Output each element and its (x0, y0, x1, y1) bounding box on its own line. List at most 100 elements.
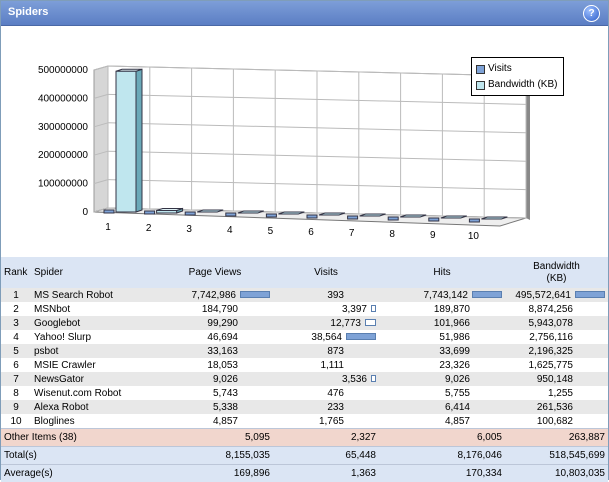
cell-bandwidth: 950,148 (505, 372, 608, 386)
cell-spider: Yahoo! Slurp (31, 330, 157, 344)
cell-spider: Bloglines (31, 414, 157, 429)
total-bandwidth: 518,545,699 (505, 447, 608, 465)
visits-value: 3,397 (342, 304, 367, 315)
cell-rank: 6 (1, 358, 31, 372)
rank-value: 10 (10, 416, 21, 427)
col-hits[interactable]: Hits (379, 257, 505, 288)
cell-rank: 5 (1, 344, 31, 358)
cell-page-views: 4,857 (157, 414, 273, 429)
total-visits: 65,448 (273, 447, 379, 465)
cell-spider: NewsGator (31, 372, 157, 386)
other-items-row[interactable]: Other Items (38) 5,095 2,327 6,005 263,8… (1, 429, 608, 447)
visits-value: 873 (327, 346, 344, 357)
page-views-value: 99,290 (207, 318, 238, 329)
cell-hits: 6,414 (379, 400, 505, 414)
hits-bar (472, 291, 502, 298)
other-page-views: 5,095 (157, 429, 273, 447)
rank-value: 1 (13, 290, 19, 301)
visits-bar (346, 333, 376, 340)
bar-bandwidth (319, 213, 345, 215)
visits-value: 12,773 (330, 318, 361, 329)
cell-hits: 4,857 (379, 414, 505, 429)
cell-bandwidth: 1,255 (505, 386, 608, 400)
cell-rank: 2 (1, 302, 31, 316)
hits-value: 51,986 (439, 332, 470, 343)
cell-bandwidth: 1,625,775 (505, 358, 608, 372)
spider-value: Googlebot (34, 318, 80, 329)
cell-visits: 38,564 (273, 330, 379, 344)
visits-value: 233 (327, 402, 344, 413)
cell-bandwidth: 261,536 (505, 400, 608, 414)
cell-visits: 393 (273, 288, 379, 302)
other-hits: 6,005 (379, 429, 505, 447)
col-page-views[interactable]: Page Views (157, 257, 273, 288)
bandwidth-value: 1,625,775 (529, 360, 574, 371)
y-tick-label: 200000000 (38, 150, 88, 161)
averages-label: Average(s) (1, 465, 157, 482)
cell-spider: MSNbot (31, 302, 157, 316)
spider-value: MS Search Robot (34, 290, 113, 301)
bandwidth-value: 1,255 (548, 388, 573, 399)
x-tick-label: 3 (186, 224, 192, 235)
chart-right-edge (526, 76, 530, 220)
cell-page-views: 46,694 (157, 330, 273, 344)
help-icon[interactable]: ? (583, 5, 600, 22)
cell-visits: 12,773 (273, 316, 379, 330)
bar-bandwidth-side (136, 69, 142, 212)
bar-visits (469, 219, 479, 222)
bandwidth-value: 100,682 (537, 416, 573, 427)
col-bandwidth[interactable]: Bandwidth (KB) (505, 257, 608, 288)
rank-value: 5 (13, 346, 19, 357)
cell-hits: 7,743,142 (379, 288, 505, 302)
totals-row: Total(s) 8,155,035 65,448 8,176,046 518,… (1, 447, 608, 465)
cell-bandwidth: 2,756,116 (505, 330, 608, 344)
col-visits[interactable]: Visits (273, 257, 379, 288)
bar-bandwidth (441, 216, 467, 218)
cell-rank: 10 (1, 414, 31, 429)
rank-value: 3 (13, 318, 19, 329)
hits-value: 189,870 (434, 304, 470, 315)
x-tick-label: 2 (146, 223, 152, 234)
bandwidth-value: 495,572,641 (515, 290, 571, 301)
table-header-row: Rank Spider Page Views Visits Hits Bandw… (1, 257, 608, 288)
cell-spider: Wisenut.com Robot (31, 386, 157, 400)
cell-spider: Googlebot (31, 316, 157, 330)
x-tick-label: 4 (227, 225, 233, 236)
cell-spider: psbot (31, 344, 157, 358)
bar-visits (185, 212, 195, 215)
visits-bar (371, 305, 376, 312)
cell-hits: 51,986 (379, 330, 505, 344)
legend-label-bandwidth: Bandwidth (KB) (488, 79, 557, 90)
y-tick-label: 0 (82, 207, 88, 218)
cell-page-views: 184,790 (157, 302, 273, 316)
x-tick-label: 8 (389, 229, 395, 240)
cell-rank: 1 (1, 288, 31, 302)
bar-visits (388, 217, 398, 220)
page-views-value: 46,694 (207, 332, 238, 343)
bar-bandwidth (360, 214, 386, 216)
bar-bandwidth (238, 211, 264, 213)
other-items-label: Other Items (38) (1, 429, 157, 447)
bandwidth-value: 8,874,256 (529, 304, 574, 315)
x-tick-label: 5 (268, 226, 274, 237)
col-rank[interactable]: Rank (1, 257, 31, 288)
visits-bar (371, 375, 376, 382)
y-tick-label: 100000000 (38, 179, 88, 190)
rank-value: 9 (13, 402, 19, 413)
bandwidth-value: 261,536 (537, 402, 573, 413)
page-views-value: 7,742,986 (192, 290, 237, 301)
col-spider[interactable]: Spider (31, 257, 157, 288)
hits-value: 5,755 (445, 388, 470, 399)
page-views-value: 18,053 (207, 360, 238, 371)
